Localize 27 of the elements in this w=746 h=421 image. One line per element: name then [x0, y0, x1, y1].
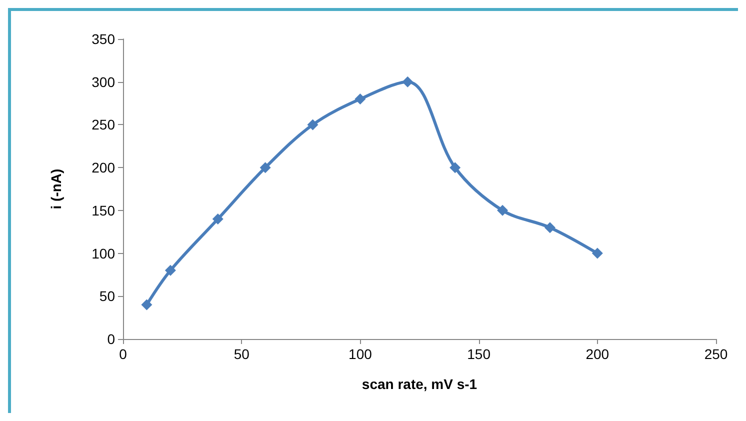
point: [141, 299, 152, 310]
point: [497, 204, 508, 216]
point: [402, 76, 414, 88]
y-tick-label: 250: [92, 116, 116, 133]
point: [544, 222, 556, 234]
y-axis-title: i (-nA): [48, 168, 64, 210]
y-tick-label: 150: [92, 202, 116, 218]
x-axis-title: scan rate, mV s-1: [362, 376, 478, 392]
y-tick-label: 50: [99, 288, 116, 304]
y-tick-label: 300: [92, 74, 116, 90]
x-tick-label: 150: [467, 346, 491, 362]
y-tick-label: 0: [107, 331, 116, 347]
x-tick-label: 50: [234, 346, 250, 362]
x-tick-label: 200: [586, 346, 610, 362]
x-tick-label: 0: [119, 346, 128, 362]
y-tick-label: 100: [92, 245, 116, 262]
point: [260, 162, 271, 174]
x-tick-label: 100: [348, 346, 372, 362]
point: [354, 94, 366, 104]
y-tick-label: 350: [92, 31, 116, 47]
y-tick-label: 200: [92, 160, 116, 176]
point: [592, 248, 603, 259]
point: [164, 264, 176, 276]
point: [307, 119, 318, 130]
point: [212, 214, 224, 224]
point: [450, 162, 461, 174]
x-tick-label: 250: [704, 346, 728, 362]
